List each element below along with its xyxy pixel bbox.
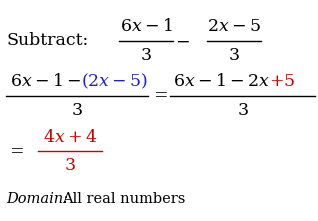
Text: $+5$: $+5$ <box>269 73 295 90</box>
Text: $6x-1$: $6x-1$ <box>120 18 173 35</box>
Text: $3$: $3$ <box>140 47 152 64</box>
Text: $3$: $3$ <box>71 102 83 119</box>
Text: $3$: $3$ <box>64 157 76 174</box>
Text: $2x-5$: $2x-5$ <box>207 18 261 35</box>
Text: $3$: $3$ <box>237 102 248 119</box>
Text: $6x-1-$: $6x-1-$ <box>10 73 81 90</box>
Text: $(2x-5)$: $(2x-5)$ <box>81 72 148 91</box>
Text: $-$: $-$ <box>176 32 190 49</box>
Text: All real numbers: All real numbers <box>62 192 185 206</box>
Text: $=$: $=$ <box>6 141 24 158</box>
Text: Domain:: Domain: <box>6 192 68 206</box>
Text: Subtract:: Subtract: <box>6 32 89 49</box>
Text: $3$: $3$ <box>228 47 240 64</box>
Text: $4x+4$: $4x+4$ <box>43 129 97 145</box>
Text: $6x-1-2x$: $6x-1-2x$ <box>173 73 270 90</box>
Text: $=$: $=$ <box>150 86 168 102</box>
